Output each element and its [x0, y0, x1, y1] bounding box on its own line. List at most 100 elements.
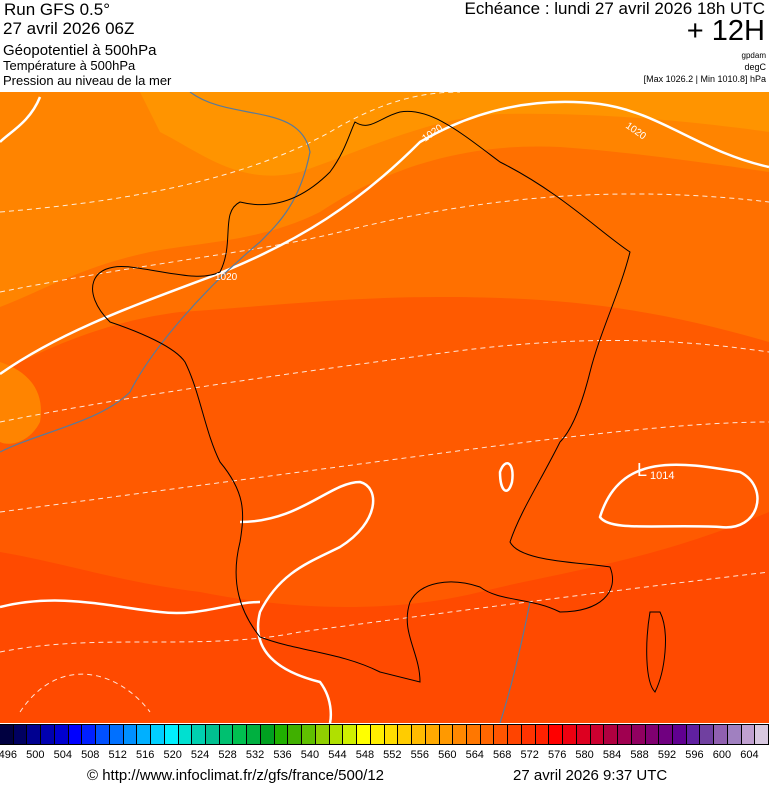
colorbar-cell: [618, 725, 632, 744]
colorbar-cell: [659, 725, 673, 744]
colorbar-tick-label: 532: [245, 749, 265, 761]
colorbar-tick-label: 496: [0, 749, 18, 761]
colorbar-cell: [288, 725, 303, 744]
colorbar-tick-label: 512: [108, 749, 127, 761]
colorbar-cell: [192, 725, 207, 744]
run-date: 27 avril 2026 06Z: [3, 19, 135, 38]
isobars: [0, 96, 769, 723]
colorbar-tick-label: 576: [547, 749, 567, 761]
low-value: 1014: [650, 470, 674, 482]
colorbar-cell: [123, 725, 138, 744]
colorbar-cell: [398, 725, 413, 744]
colorbar-tick-label: 592: [657, 749, 677, 761]
colorbar-ticks: 496 500 504 508 512 516 520 524 528 532 536 540 544 5…: [0, 749, 769, 761]
colorbar-cell: [247, 725, 261, 744]
footer-generated: 27 avril 2026 9:37 UTC: [513, 767, 668, 784]
colorbar-cell: [357, 725, 371, 744]
colorbar-tick-label: 580: [575, 749, 594, 761]
colorbar-cell: [672, 725, 687, 744]
colorbar-cell: [755, 725, 769, 744]
colorbar-cell: [727, 725, 742, 744]
footer-credit: © http://www.infoclimat.fr/z/gfs/france/…: [87, 767, 385, 784]
pressure-range: [Max 1026.2 | Min 1010.8] hPa: [643, 74, 766, 84]
field-temperature: Température à 500hPa: [3, 58, 136, 73]
colorbar-cell: [137, 725, 152, 744]
colorbar-cell: [260, 725, 275, 744]
colorbar-cell: [480, 725, 495, 744]
colorbar-cell: [302, 725, 316, 744]
low-marker: L: [637, 460, 647, 480]
colorbar-cell: [549, 725, 564, 744]
colorbar-tick-label: 528: [218, 749, 237, 761]
colorbar-tick-label: 588: [630, 749, 649, 761]
colorbar-cell: [68, 725, 83, 744]
colorbar-tick-label: 504: [53, 749, 72, 761]
colorbar-tick-label: 544: [328, 749, 347, 761]
colorbar-cell: [714, 725, 728, 744]
colorbar-cell: [686, 725, 701, 744]
lead-time: + 12H: [686, 15, 765, 47]
colorbar-tick-label: 560: [438, 749, 457, 761]
field-pressure: Pression au niveau de la mer: [3, 73, 172, 88]
colorbar-cell: [96, 725, 110, 744]
field-geopotential: Géopotentiel à 500hPa: [3, 42, 157, 59]
isotherm-lines: [0, 92, 531, 723]
colorbar-cell: [508, 725, 522, 744]
colorbar-tick-label: 596: [685, 749, 704, 761]
colorbar-tick-label: 552: [383, 749, 402, 761]
coastlines: [92, 110, 666, 693]
colorbar-cell: [412, 725, 426, 744]
band-top-2: [140, 92, 769, 176]
colorbar-tick-label: 568: [493, 749, 512, 761]
colorbar-cell: [0, 725, 14, 744]
colorbar: [0, 724, 769, 745]
colorbar-cell: [82, 725, 97, 744]
colorbar-cell: [453, 725, 467, 744]
colorbar-cell: [27, 725, 42, 744]
colorbar-cell: [425, 725, 440, 744]
colorbar-cell: [109, 725, 124, 744]
colorbar-cell: [13, 725, 28, 744]
colorbar-cell: [563, 725, 577, 744]
colorbar-cell: [41, 725, 55, 744]
colorbar-tick-label: 540: [300, 749, 320, 761]
colorbar-cell: [164, 725, 179, 744]
colorbar-tick-label: 536: [273, 749, 292, 761]
colorbar-cell: [151, 725, 165, 744]
band-west: [0, 362, 41, 444]
colorbar-cell: [206, 725, 220, 744]
colorbar-cell: [590, 725, 605, 744]
colorbar-cell: [521, 725, 536, 744]
colorbar-tick-label: 572: [520, 749, 539, 761]
colorbar-tick-label: 564: [465, 749, 484, 761]
colorbar-cell: [233, 725, 248, 744]
colorbar-cell: [700, 725, 715, 744]
colorbar-tick-label: 600: [712, 749, 732, 761]
colorbar-tick-label: 604: [740, 749, 759, 761]
colorbar-cell: [178, 725, 193, 744]
unit-degc: degC: [744, 62, 766, 72]
colorbar-cell: [439, 725, 454, 744]
colorbar-cell: [631, 725, 646, 744]
colorbar-cell: [315, 725, 330, 744]
colorbar-cell: [384, 725, 399, 744]
colorbar-tick-label: 500: [26, 749, 45, 761]
colorbar-cell: [274, 725, 289, 744]
colorbar-cell: [370, 725, 385, 744]
colorbar-tick-label: 516: [136, 749, 155, 761]
unit-gpdam: gpdam: [741, 51, 766, 60]
colorbar-cell: [604, 725, 619, 744]
weather-map: 1020 1020 1020 L 1014: [0, 92, 769, 723]
colorbar-tick-label: 524: [190, 749, 210, 761]
isobar-label: 1020: [215, 272, 238, 283]
colorbar-cell: [576, 725, 591, 744]
run-title: Run GFS 0.5°: [4, 0, 111, 19]
colorbar-cell: [466, 725, 481, 744]
colorbar-cell: [329, 725, 344, 744]
colorbar-cell: [54, 725, 69, 744]
colorbar-cell: [741, 725, 756, 744]
colorbar-cell: [219, 725, 234, 744]
colorbar-tick-label: 556: [410, 749, 430, 761]
colorbar-cell: [343, 725, 358, 744]
colorbar-tick-label: 520: [163, 749, 182, 761]
